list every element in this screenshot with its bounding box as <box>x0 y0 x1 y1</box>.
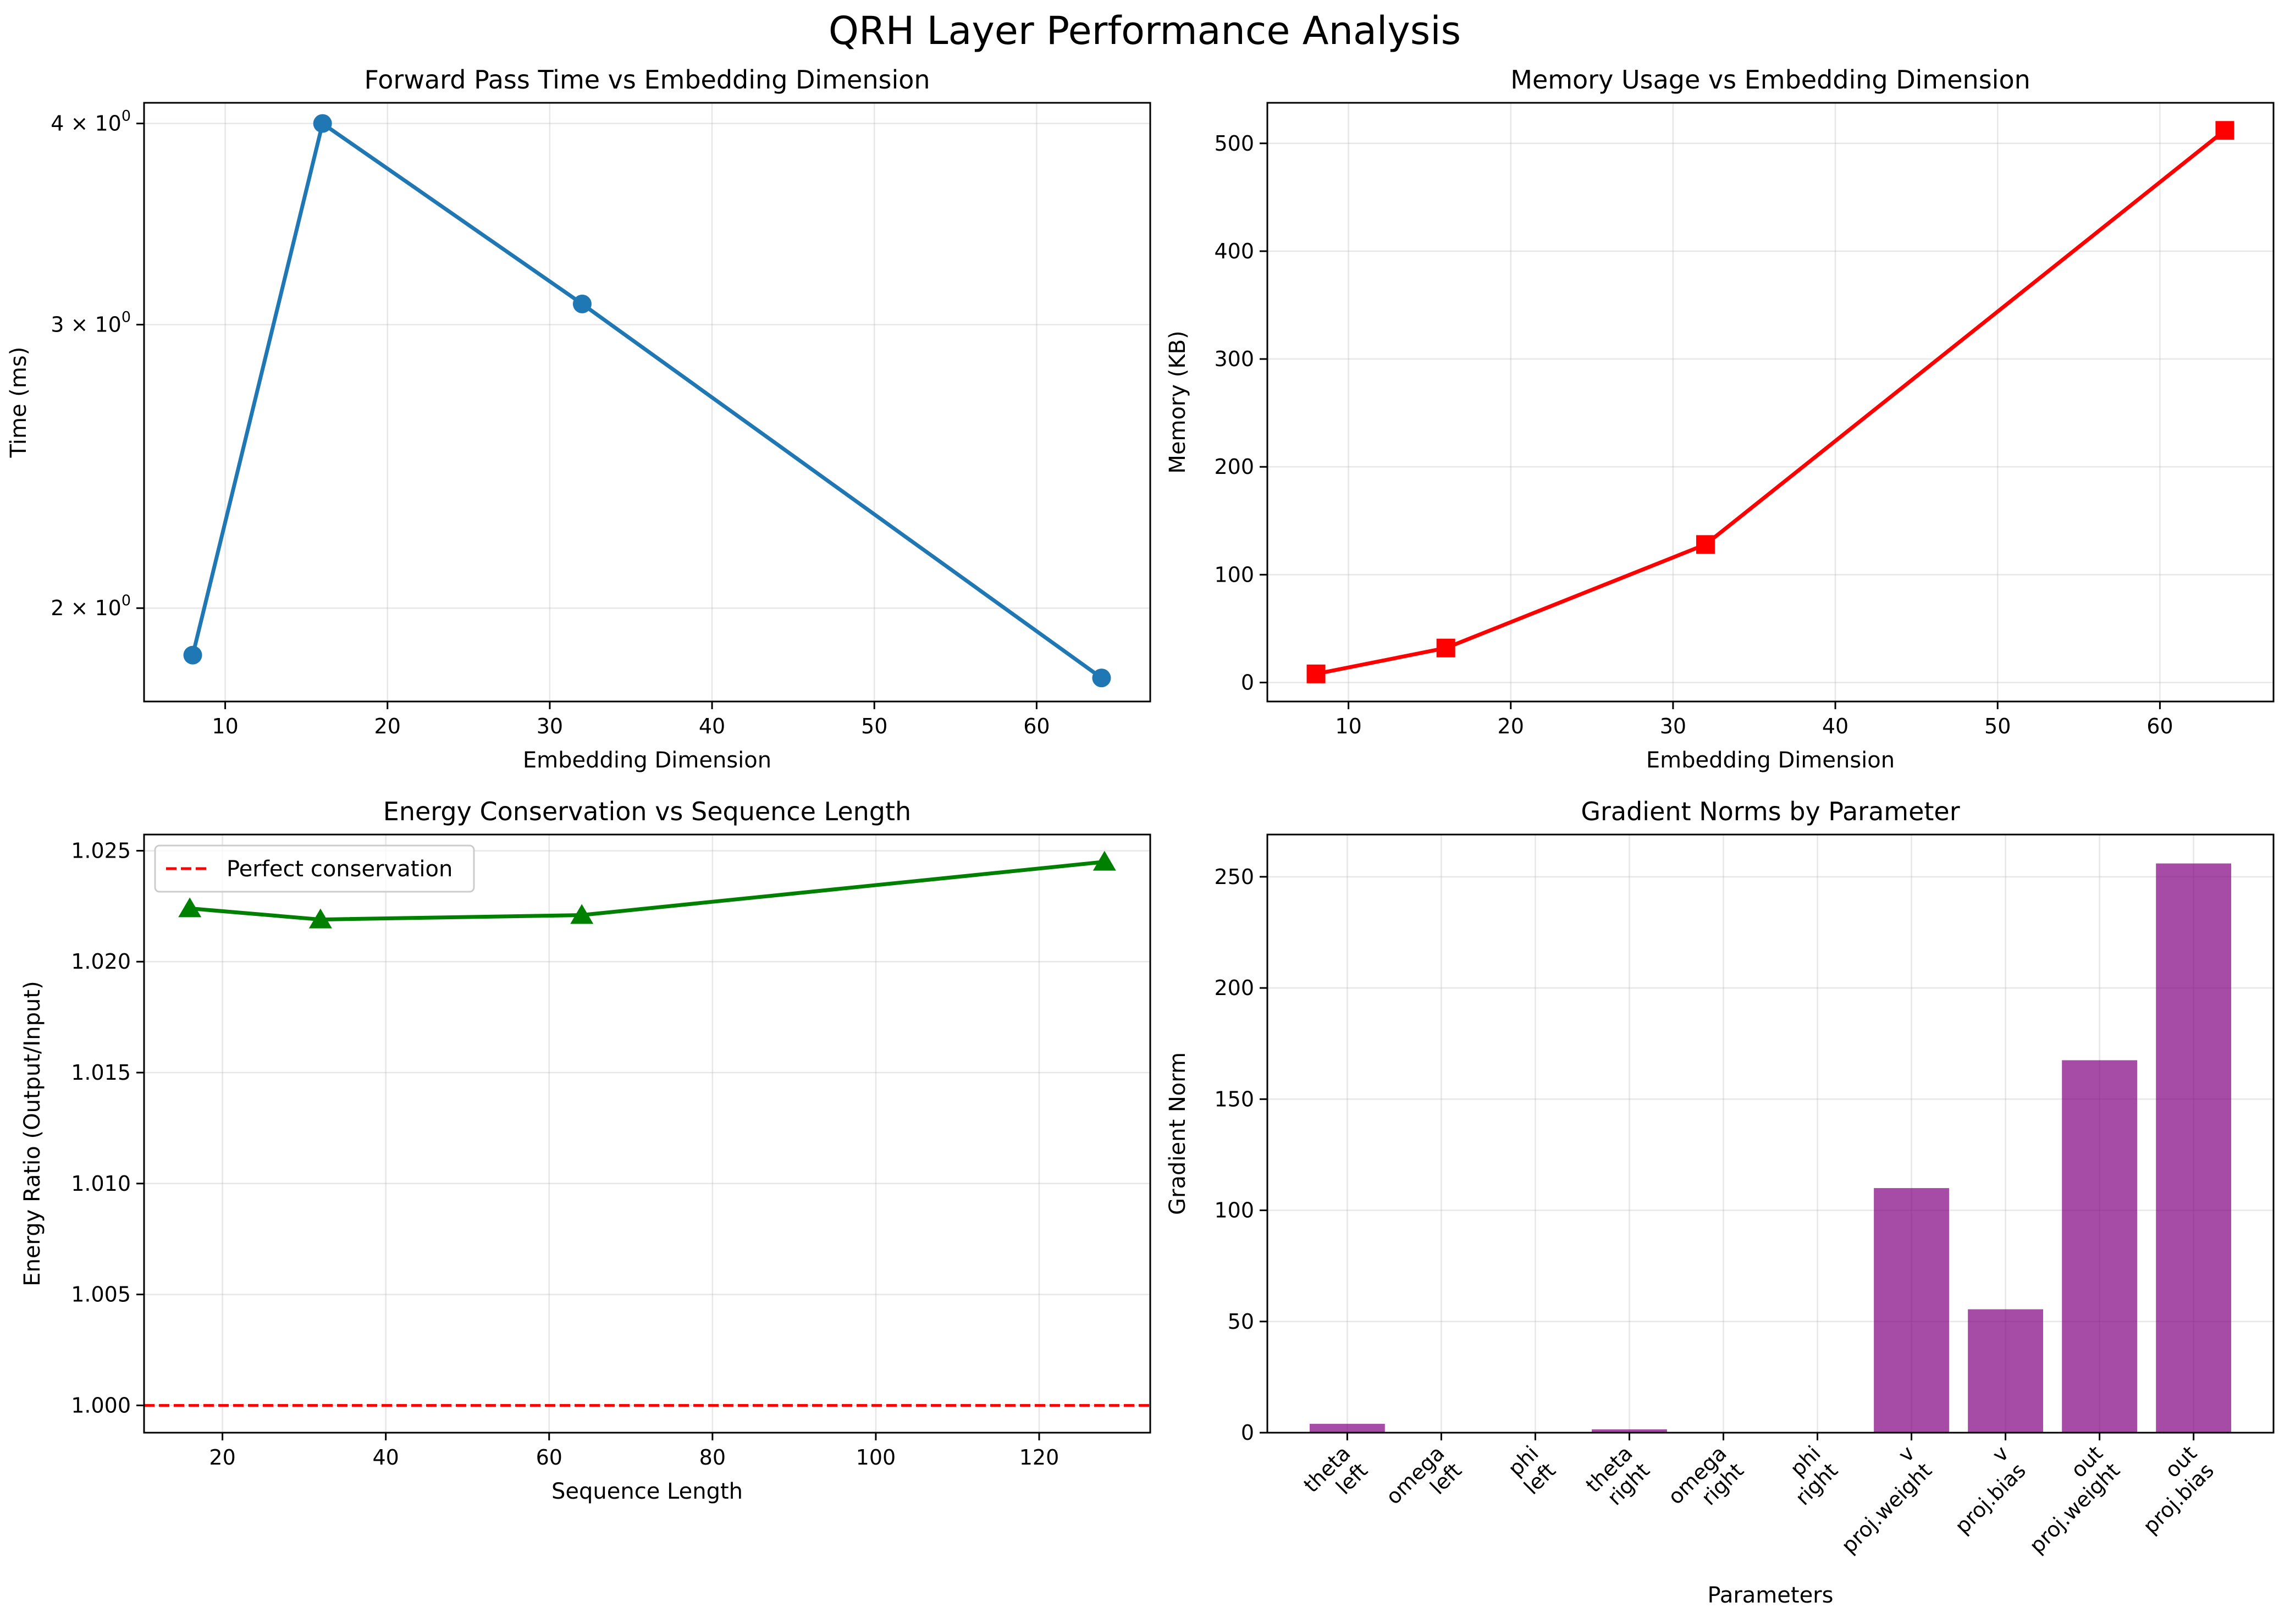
legend-label: Perfect conservation <box>227 857 453 882</box>
y-axis-label: Memory (KB) <box>1165 330 1190 473</box>
series-line <box>191 121 1103 680</box>
y-tick-label: 400 <box>1214 239 1254 263</box>
y-axis-label: Gradient Norm <box>1165 1052 1190 1215</box>
x-tick-label: 20 <box>1498 714 1524 738</box>
x-tick-label: 20 <box>374 714 401 738</box>
bar <box>1968 1309 2043 1433</box>
x-axis-label: Parameters <box>1708 1583 1834 1608</box>
y-tick-label: 200 <box>1214 976 1254 1000</box>
x-tick-label: 40 <box>699 714 725 738</box>
data-point <box>313 114 332 133</box>
x-tick-label: 60 <box>1023 714 1050 738</box>
plot-frame <box>143 833 1151 1434</box>
y-tick-label: 300 <box>1214 347 1254 371</box>
x-tick-label: outproj.bias <box>2121 1441 2219 1538</box>
y-tick-label: 200 <box>1214 455 1254 479</box>
x-tick-label: 60 <box>2146 714 2173 738</box>
plot-frame <box>1266 833 2275 1434</box>
y-tick-label: 1.000 <box>71 1393 131 1417</box>
x-tick-label: outproj.weight <box>2007 1441 2125 1558</box>
x-tick-label: 40 <box>1822 714 1848 738</box>
plot-frame <box>1266 102 2275 703</box>
panel-title: Memory Usage vs Embedding Dimension <box>1510 65 2030 95</box>
y-tick-label: 150 <box>1214 1087 1254 1111</box>
y-tick-label: 100 <box>1214 562 1254 587</box>
x-tick-label: 50 <box>1984 714 2011 738</box>
figure-title: QRH Layer Performance Analysis <box>829 8 1461 53</box>
x-tick-label: thetaleft <box>1299 1441 1372 1514</box>
x-tick-label: 60 <box>536 1445 562 1470</box>
x-tick-label: 120 <box>1019 1445 1060 1470</box>
chart-panel-3: Energy Conservation vs Sequence Length Se… <box>20 797 1151 1504</box>
chart-panel-4: Gradient Norms by Parameter Parameters Gra… <box>1165 797 2275 1608</box>
x-tick-label: 40 <box>372 1445 399 1470</box>
x-tick-label: 20 <box>209 1445 235 1470</box>
series-line <box>189 860 1105 922</box>
x-tick-label: omegaright <box>1663 1441 1748 1526</box>
data-point <box>572 294 592 313</box>
data-point <box>183 645 202 665</box>
data-point <box>1306 664 1326 683</box>
x-tick-label: 50 <box>861 714 887 738</box>
y-tick-label: 1.015 <box>71 1060 131 1085</box>
x-tick-label: 30 <box>1660 714 1686 738</box>
x-tick-label: 100 <box>856 1445 896 1470</box>
y-tick-label: 1.005 <box>71 1283 131 1307</box>
plot-frame <box>143 102 1151 703</box>
x-axis-label: Sequence Length <box>551 1479 743 1504</box>
y-tick-label: 100 <box>1214 1198 1254 1223</box>
x-tick-label: vproj.bias <box>1933 1441 2030 1538</box>
legend-box <box>154 844 475 893</box>
data-point <box>2215 121 2234 140</box>
data-point <box>1092 669 1111 688</box>
y-tick-label: 0 <box>1241 670 1254 694</box>
panel-title: Gradient Norms by Parameter <box>1581 797 1960 826</box>
y-tick-label: 50 <box>1228 1310 1254 1334</box>
panel-title: Forward Pass Time vs Embedding Dimension <box>364 65 930 95</box>
x-tick-label: 30 <box>537 714 563 738</box>
y-tick-label: 1.010 <box>71 1172 131 1196</box>
x-tick-label: omegaleft <box>1381 1441 1466 1526</box>
chart-panel-1: Forward Pass Time vs Embedding Dimension… <box>6 65 1151 773</box>
bar <box>1874 1188 1949 1433</box>
data-point <box>308 908 332 929</box>
x-tick-label: 80 <box>699 1445 726 1470</box>
data-point <box>1436 638 1455 658</box>
x-tick-label: phiright <box>1774 1441 1842 1510</box>
series-line <box>1315 129 2226 676</box>
y-axis-label: Energy Ratio (Output/Input) <box>20 981 45 1286</box>
x-axis-label: Embedding Dimension <box>1646 748 1895 773</box>
y-tick-label: 3 × 100 <box>51 308 131 336</box>
y-tick-label: 2 × 100 <box>51 592 131 620</box>
bar <box>2156 863 2232 1433</box>
bar <box>2062 1060 2138 1433</box>
bar <box>1309 1423 1385 1433</box>
x-tick-label: 10 <box>212 714 238 738</box>
y-tick-label: 250 <box>1214 865 1254 889</box>
bar <box>1592 1429 1667 1433</box>
y-tick-label: 0 <box>1241 1421 1254 1445</box>
x-tick-label: phileft <box>1502 1441 1560 1499</box>
x-tick-label: vproj.weight <box>1819 1441 1936 1558</box>
y-tick-label: 1.025 <box>71 838 131 863</box>
x-axis-label: Embedding Dimension <box>523 748 771 773</box>
y-tick-label: 4 × 100 <box>51 108 131 136</box>
panel-title: Energy Conservation vs Sequence Length <box>383 797 911 826</box>
data-point <box>178 897 202 918</box>
x-tick-label: thetaright <box>1581 1441 1654 1514</box>
y-tick-label: 1.020 <box>71 949 131 974</box>
x-tick-label: 10 <box>1335 714 1361 738</box>
y-axis-label: Time (ms) <box>6 347 31 459</box>
data-point <box>1696 535 1715 554</box>
chart-panel-2: Memory Usage vs Embedding Dimension Embed… <box>1165 65 2275 773</box>
data-point <box>1092 850 1116 871</box>
y-tick-label: 500 <box>1214 131 1254 156</box>
data-point <box>570 904 594 924</box>
